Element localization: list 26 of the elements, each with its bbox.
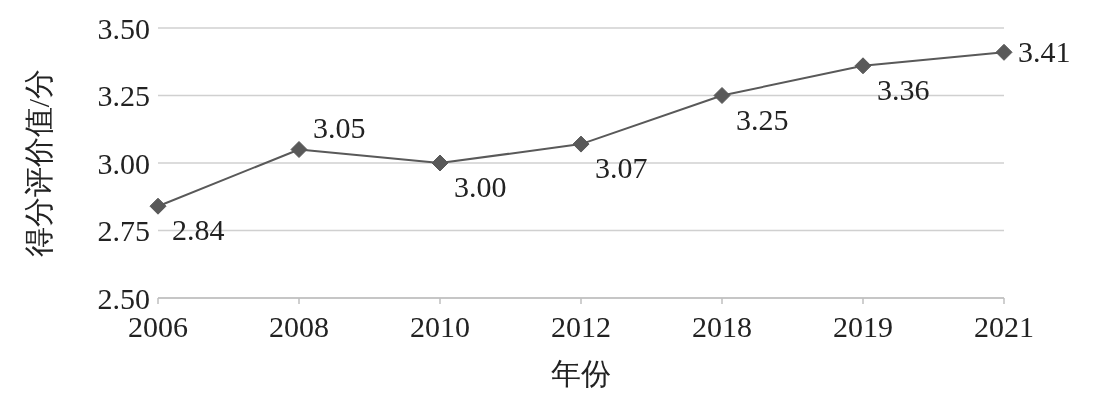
- point: [854, 57, 872, 75]
- x-tick-label: 2019: [833, 310, 893, 344]
- y-axis-title: 得分评价值/分: [21, 68, 55, 258]
- point: [572, 135, 590, 153]
- text: 3.05: [313, 110, 366, 144]
- text: 3.00: [454, 170, 507, 203]
- x-tick-label: 2021: [974, 310, 1034, 344]
- x-tick-label: 2010: [410, 310, 470, 344]
- point: [149, 197, 167, 215]
- text: 3.41: [1018, 35, 1071, 69]
- y-tick-label: 3.25: [97, 79, 150, 113]
- x-tick-label: 2018: [692, 310, 752, 344]
- text: 3.25: [736, 102, 789, 136]
- point: [431, 154, 449, 172]
- point: [995, 43, 1013, 61]
- x-tick-label: 2012: [551, 310, 611, 344]
- y-tick-label: 3.00: [97, 146, 150, 180]
- text: 3.07: [595, 151, 648, 185]
- y-tick-label: 3.50: [97, 11, 150, 45]
- y-tick-label: 2.75: [97, 214, 150, 248]
- x-axis-title: 年份: [551, 357, 611, 390]
- point: [290, 141, 308, 158]
- text: 2.84: [172, 213, 225, 247]
- text: 3.36: [877, 72, 930, 106]
- x-tick-label: 2008: [269, 310, 329, 344]
- point: [713, 87, 731, 104]
